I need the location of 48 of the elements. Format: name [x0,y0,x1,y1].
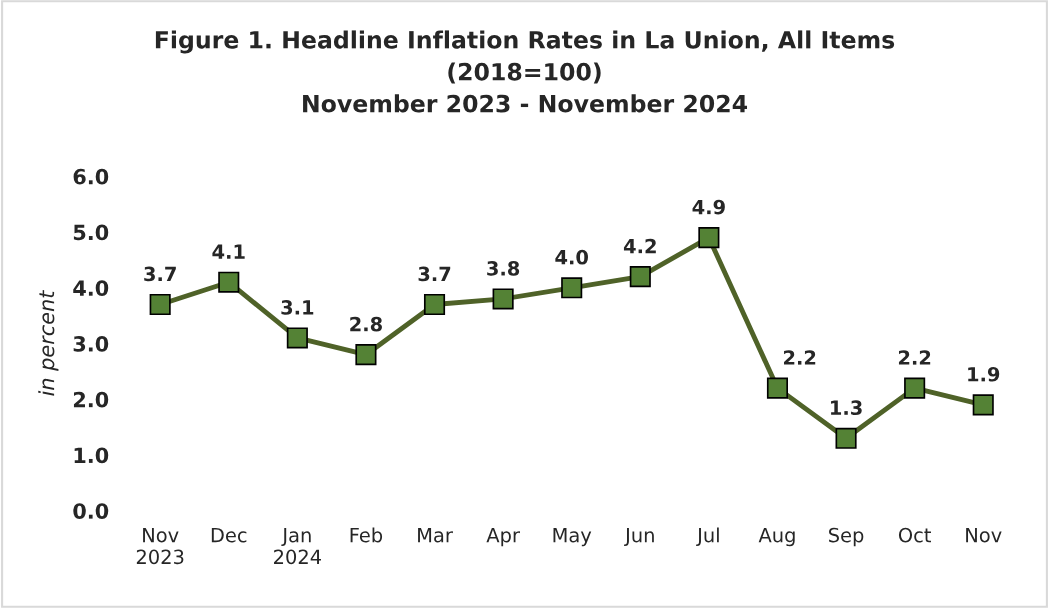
text: 3.8 [487,261,520,276]
x-tick-label: Feb [350,527,383,543]
chart-title: Figure 1. Headline Inflation Rates in La Union, All Items (2018=100) November 2023 - November 2024 [155,30,895,113]
x-tick-label: Dec [211,527,247,543]
y-tick-label: 5.0 [73,224,109,241]
text: 4.2 [623,238,656,254]
text: 1.9 [968,366,1000,382]
x-tick-label: Nov 2023 [136,527,184,565]
point [149,293,171,316]
y-tick-label: 3.0 [73,335,109,352]
x-tick-label: Jul [696,527,719,547]
point [766,377,789,399]
text: 2.2 [784,350,816,365]
y-tick-label: 6.0 [73,168,109,185]
text: 2.2 [898,350,931,365]
text: 4.1 [212,244,245,259]
point [561,277,583,299]
x-tick-label: Nov [966,527,1002,543]
text: 1.3 [831,400,862,416]
x-tick-label: Sep [829,527,864,547]
text: 2.8 [350,316,382,332]
point [423,293,446,316]
text: 4.0 [555,249,588,265]
point [835,427,857,449]
text: 3.7 [144,266,176,282]
y-tick-label: 1.0 [74,447,109,464]
x-tick-label: Jan 2024 [274,527,321,565]
text: 3.1 [281,300,314,315]
text: 3.7 [418,266,451,282]
point [218,271,240,293]
x-tick-label: Oct [898,527,931,543]
x-tick-label: Mar [418,527,453,543]
point [698,227,720,249]
point [355,344,377,366]
x-tick-label: May [553,527,592,547]
y-axis-title: in percent [38,289,59,396]
point [904,377,926,399]
x-tick-label: Jun [624,527,654,547]
y-tick-label: 0.0 [73,503,109,519]
x-tick-label: Aug [758,527,795,547]
point [629,266,651,288]
y-tick-label: 2.0 [73,391,109,408]
x-tick-label: Apr [486,527,520,547]
point [972,394,994,416]
point [286,327,308,349]
text: 4.9 [692,199,725,215]
y-tick-label: 4.0 [73,280,109,296]
point [492,288,514,310]
